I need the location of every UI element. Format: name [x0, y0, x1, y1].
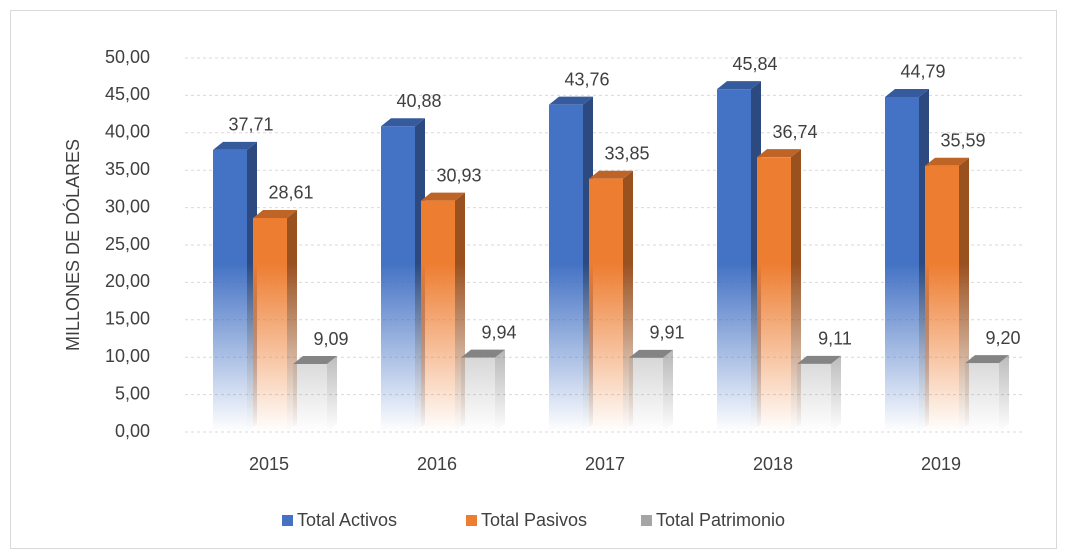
- legend-label: Total Pasivos: [481, 510, 587, 530]
- bar-front: [885, 96, 919, 433]
- bar-side: [999, 355, 1009, 432]
- x-tick-label: 2018: [753, 454, 793, 474]
- bar-front: [381, 126, 415, 433]
- y-tick-label: 50,00: [105, 47, 150, 67]
- x-tick-label: 2015: [249, 454, 289, 474]
- y-tick-label: 5,00: [115, 383, 150, 403]
- bar-front: [717, 89, 751, 433]
- data-label: 36,74: [772, 122, 817, 142]
- data-label: 9,91: [649, 323, 684, 343]
- data-label: 35,59: [940, 131, 985, 151]
- data-label: 44,79: [900, 62, 945, 82]
- bar-top: [965, 355, 1009, 364]
- bar-side: [663, 349, 673, 432]
- data-label: 9,09: [313, 329, 348, 349]
- data-label: 40,88: [396, 91, 441, 111]
- legend-swatch: [641, 515, 652, 526]
- bar: [885, 88, 929, 433]
- data-label: 30,93: [436, 165, 481, 185]
- data-label: 9,11: [818, 329, 852, 349]
- data-label: 28,61: [268, 183, 313, 203]
- data-label: 45,84: [732, 54, 777, 74]
- bar-front: [253, 217, 287, 432]
- bar-front: [461, 357, 495, 432]
- y-tick-label: 40,00: [105, 122, 150, 142]
- y-tick-label: 20,00: [105, 271, 150, 291]
- y-axis-label: MILLONES DE DÓLARES: [62, 139, 83, 351]
- x-tick-label: 2019: [921, 454, 961, 474]
- bar-side: [791, 149, 801, 432]
- bar: [925, 157, 969, 432]
- legend-swatch: [466, 515, 477, 526]
- bar: [293, 356, 337, 432]
- bar-top: [293, 356, 337, 365]
- bar-front: [293, 364, 327, 432]
- bar-front: [589, 178, 623, 432]
- bar: [381, 118, 425, 433]
- bar-front: [549, 104, 583, 432]
- legend-label: Total Activos: [297, 510, 397, 530]
- bar-top: [757, 149, 801, 158]
- bar-front: [213, 149, 247, 432]
- bar-top: [797, 355, 841, 364]
- data-label: 33,85: [604, 144, 649, 164]
- y-tick-label: 30,00: [105, 196, 150, 216]
- y-tick-label: 45,00: [105, 84, 150, 104]
- data-label: 37,71: [228, 115, 273, 135]
- bar-top: [629, 349, 673, 358]
- bar-front: [757, 157, 791, 432]
- x-tick-label: 2016: [417, 454, 457, 474]
- bar: [757, 149, 801, 432]
- bar-front: [797, 363, 831, 432]
- legend-swatch: [282, 515, 293, 526]
- bar-top: [589, 170, 633, 179]
- bar-top: [421, 192, 465, 201]
- bar-front: [629, 357, 663, 432]
- bar-front: [925, 165, 959, 432]
- y-tick-label: 10,00: [105, 346, 150, 366]
- bar: [253, 209, 297, 432]
- bar: [213, 141, 257, 432]
- bar-side: [495, 349, 505, 432]
- bar: [797, 355, 841, 432]
- bar-top: [885, 88, 929, 97]
- bar: [965, 355, 1009, 432]
- data-label: 9,20: [985, 328, 1020, 348]
- y-tick-label: 15,00: [105, 309, 150, 329]
- y-tick-label: 35,00: [105, 159, 150, 179]
- bar: [421, 192, 465, 432]
- bar-top: [253, 209, 297, 218]
- bar-top: [213, 141, 257, 150]
- bar-top: [381, 118, 425, 127]
- bar-top: [549, 96, 593, 105]
- legend-label: Total Patrimonio: [656, 510, 785, 530]
- bar-top: [717, 81, 761, 90]
- bar: [717, 81, 761, 433]
- bar: [461, 349, 505, 432]
- bar-side: [831, 355, 841, 432]
- bar-top: [925, 157, 969, 166]
- y-tick-label: 25,00: [105, 234, 150, 254]
- x-tick-label: 2017: [585, 454, 625, 474]
- data-label: 43,76: [564, 69, 609, 89]
- bar: [629, 349, 673, 432]
- bar-front: [965, 363, 999, 432]
- chart-frame: [10, 10, 1057, 549]
- bar-front: [421, 200, 455, 432]
- bar-top: [461, 349, 505, 358]
- data-label: 9,94: [481, 322, 516, 342]
- bar-side: [327, 356, 337, 432]
- bar: [549, 96, 593, 432]
- y-tick-label: 0,00: [115, 421, 150, 441]
- bar: [589, 170, 633, 432]
